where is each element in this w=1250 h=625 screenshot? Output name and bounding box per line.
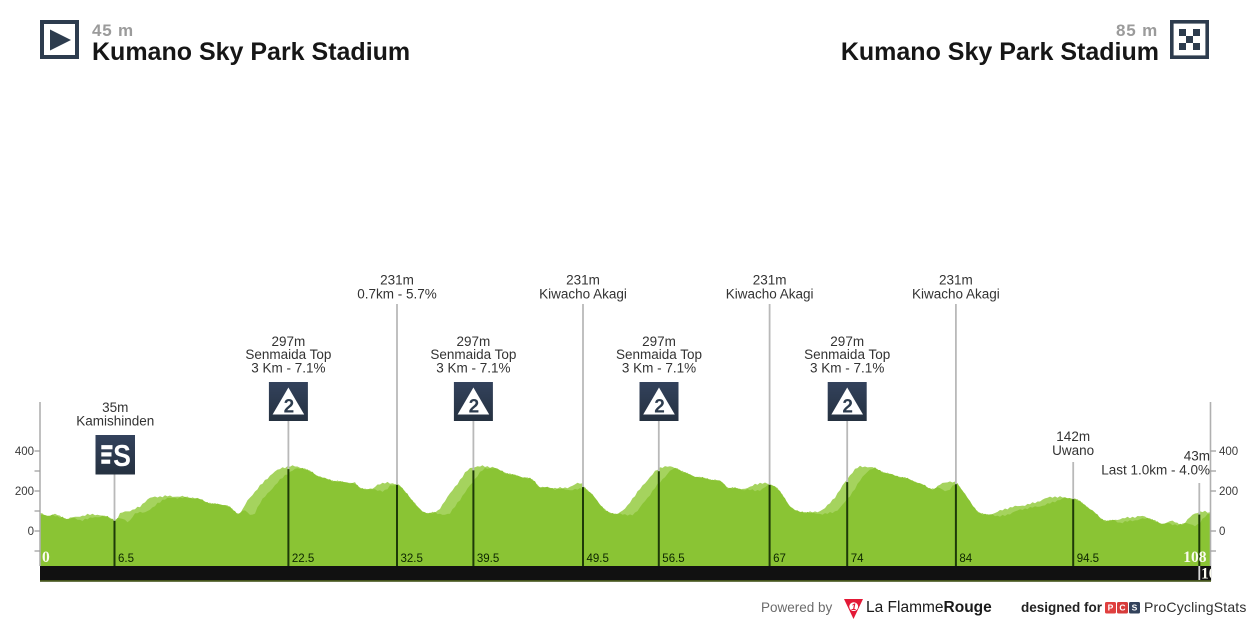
- svg-text:S: S: [1132, 603, 1138, 613]
- svg-text:56.5: 56.5: [662, 553, 684, 565]
- svg-text:74: 74: [851, 553, 864, 565]
- svg-text:1: 1: [851, 602, 856, 612]
- svg-text:400: 400: [1219, 446, 1238, 458]
- svg-text:49.5: 49.5: [587, 553, 609, 565]
- svg-text:43m: 43m: [1184, 449, 1210, 464]
- svg-text:0: 0: [1219, 526, 1225, 538]
- svg-text:231m: 231m: [380, 273, 414, 288]
- svg-text:2: 2: [284, 397, 295, 418]
- svg-text:0: 0: [28, 526, 34, 538]
- svg-text:Uwano: Uwano: [1052, 443, 1094, 458]
- svg-text:Senmaida Top: Senmaida Top: [245, 347, 331, 362]
- svg-text:3 Km - 7.1%: 3 Km - 7.1%: [622, 360, 696, 375]
- svg-text:200: 200: [1219, 486, 1238, 498]
- svg-text:2: 2: [469, 397, 480, 418]
- svg-text:200: 200: [15, 486, 34, 498]
- svg-text:22.5: 22.5: [292, 553, 314, 565]
- svg-text:0: 0: [42, 549, 50, 566]
- svg-text:94.5: 94.5: [1077, 553, 1099, 565]
- svg-text:C: C: [1119, 603, 1125, 613]
- svg-text:Kiwacho Akagi: Kiwacho Akagi: [539, 287, 627, 302]
- svg-text:35m: 35m: [102, 400, 128, 415]
- svg-text:Senmaida Top: Senmaida Top: [430, 347, 516, 362]
- svg-text:142m: 142m: [1056, 429, 1090, 444]
- svg-text:Last 1.0km - 4.0%: Last 1.0km - 4.0%: [1101, 463, 1210, 478]
- svg-text:297m: 297m: [642, 334, 676, 349]
- svg-text:39.5: 39.5: [477, 553, 499, 565]
- svg-text:400: 400: [15, 446, 34, 458]
- svg-text:108.1: 108.1: [1201, 566, 1236, 583]
- svg-text:231m: 231m: [566, 273, 600, 288]
- svg-text:Senmaida Top: Senmaida Top: [616, 347, 702, 362]
- svg-text:S: S: [113, 439, 131, 473]
- svg-text:297m: 297m: [272, 334, 306, 349]
- svg-text:108: 108: [1183, 549, 1207, 566]
- svg-text:231m: 231m: [753, 273, 787, 288]
- svg-text:3 Km - 7.1%: 3 Km - 7.1%: [251, 360, 325, 375]
- svg-text:231m: 231m: [939, 273, 973, 288]
- svg-text:0.7km - 5.7%: 0.7km - 5.7%: [357, 287, 437, 302]
- svg-text:Kiwacho Akagi: Kiwacho Akagi: [726, 287, 814, 302]
- svg-text:67: 67: [773, 553, 786, 565]
- svg-text:297m: 297m: [457, 334, 491, 349]
- svg-text:Kiwacho Akagi: Kiwacho Akagi: [912, 287, 1000, 302]
- svg-text:Kamishinden: Kamishinden: [76, 414, 154, 429]
- svg-text:3 Km - 7.1%: 3 Km - 7.1%: [810, 360, 884, 375]
- svg-text:P: P: [1108, 603, 1114, 613]
- svg-text:6.5: 6.5: [118, 553, 134, 565]
- svg-text:84: 84: [959, 553, 972, 565]
- svg-text:297m: 297m: [830, 334, 864, 349]
- svg-text:2: 2: [654, 397, 665, 418]
- svg-text:Senmaida Top: Senmaida Top: [804, 347, 890, 362]
- svg-text:3 Km - 7.1%: 3 Km - 7.1%: [436, 360, 510, 375]
- svg-text:2: 2: [842, 397, 853, 418]
- svg-text:32.5: 32.5: [401, 553, 423, 565]
